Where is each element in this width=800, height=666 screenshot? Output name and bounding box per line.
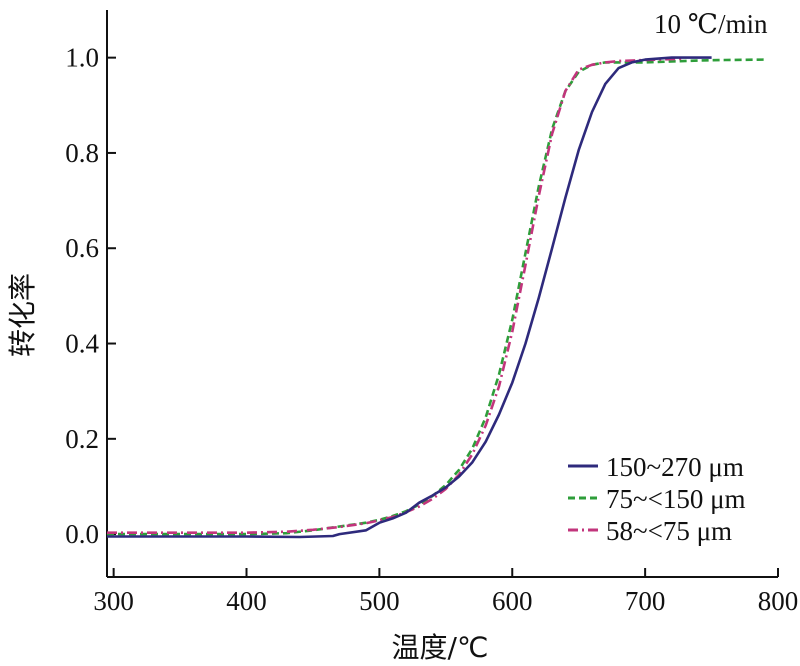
- x-tick-label: 500: [359, 586, 400, 616]
- y-tick-label: 0.2: [65, 424, 99, 454]
- legend-item: 58~<75 μm: [568, 516, 732, 546]
- legend-item: 75~<150 μm: [568, 484, 746, 514]
- legend-label: 150~270 μm: [606, 452, 744, 482]
- x-axis-title: 温度/℃: [392, 631, 489, 664]
- legend: 150~270 μm 75~<150 μm 58~<75 μm: [568, 452, 746, 546]
- y-tick-label: 0.4: [65, 329, 99, 359]
- x-tick-label: 400: [226, 586, 267, 616]
- y-tick-label: 0.8: [65, 138, 99, 168]
- y-axis-title: 转化率: [6, 273, 39, 357]
- x-tick-label: 700: [625, 586, 666, 616]
- series-line-1: [107, 58, 765, 536]
- series-line-2: [107, 57, 686, 534]
- legend-label: 75~<150 μm: [606, 484, 746, 514]
- legend-label: 58~<75 μm: [606, 516, 732, 546]
- heating-rate-annotation: 10 ℃/min: [654, 9, 768, 39]
- y-tick-label: 0.0: [65, 519, 99, 549]
- x-axis-ticks: 300 400 500 600 700 800: [93, 568, 798, 616]
- y-tick-label: 0.6: [65, 233, 99, 263]
- y-axis-ticks: 0.0 0.2 0.4 0.6 0.8 1.0: [65, 43, 116, 549]
- y-tick-label: 1.0: [65, 43, 99, 73]
- series-layer: [107, 56, 765, 539]
- plot-area: 300 400 500 600 700 800 0.0 0.2 0.4 0.6 0.8 1.0: [65, 10, 798, 616]
- legend-item: 150~270 μm: [568, 452, 744, 482]
- series-line-0: [107, 56, 712, 539]
- x-tick-label: 800: [758, 586, 799, 616]
- x-tick-label: 300: [93, 586, 134, 616]
- x-tick-label: 600: [492, 586, 533, 616]
